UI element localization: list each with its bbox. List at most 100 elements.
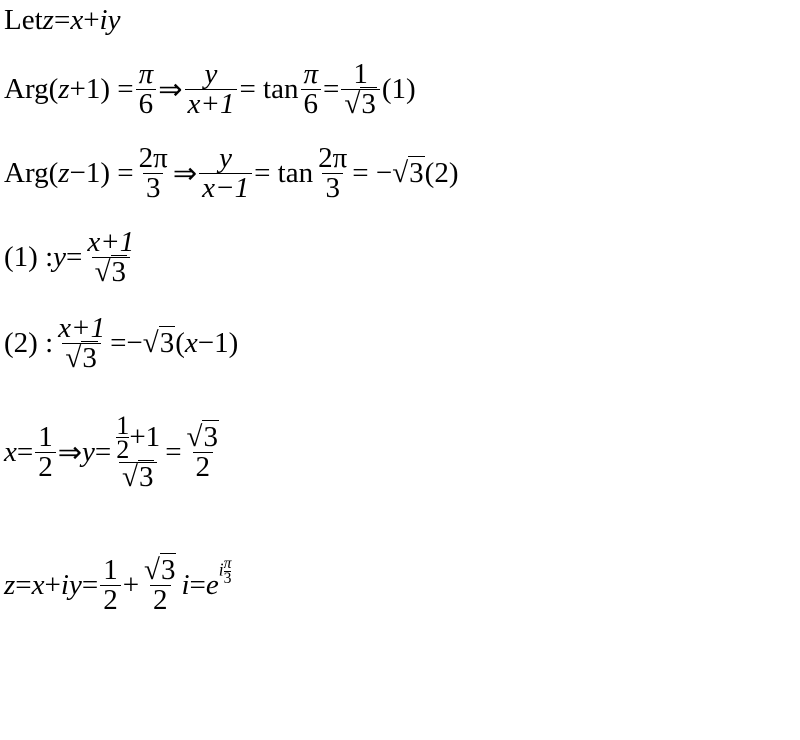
surd: √ <box>95 256 111 288</box>
frac-2pi3: 2π 3 <box>136 144 171 203</box>
subfrac: 1 2 <box>116 414 129 462</box>
rad: 3 <box>160 553 177 586</box>
e: e <box>206 569 219 602</box>
var-z: z <box>58 73 69 106</box>
den: √3 <box>341 89 379 119</box>
num: 2π <box>136 144 171 173</box>
frac: x+1 √3 <box>55 314 108 373</box>
line-4: (1) : y = x+1 √3 <box>4 228 139 287</box>
den: √3 <box>119 462 157 492</box>
rad: 3 <box>111 255 128 288</box>
num: 1 <box>100 556 121 585</box>
num: √3 <box>184 423 222 452</box>
p1: +1) = <box>70 73 134 106</box>
var-y: y <box>53 241 66 274</box>
var-z: z <box>43 4 54 37</box>
surd: √ <box>144 554 160 586</box>
text: Let <box>4 4 43 37</box>
arg: Arg( <box>4 157 58 190</box>
surd: √ <box>143 327 159 359</box>
den: 2 <box>35 452 56 482</box>
p: + <box>123 569 139 602</box>
pre: (1) : <box>4 241 53 274</box>
rad: 3 <box>360 87 377 120</box>
lp: ( <box>175 327 185 360</box>
plus: + <box>83 4 99 37</box>
num: √3 <box>141 556 179 585</box>
num: x+1 <box>84 228 137 257</box>
frac-sqrt3-2: √3 2 <box>141 556 179 615</box>
eq: =− <box>110 327 143 360</box>
eq: = <box>66 241 82 274</box>
den: 2 <box>193 452 214 482</box>
den: 6 <box>136 89 157 119</box>
var-x: x <box>70 4 83 37</box>
ed: 3 <box>224 571 232 586</box>
sqrt3: √3 <box>143 327 175 360</box>
num: 1 <box>350 60 371 89</box>
plus1: +1 <box>129 423 160 452</box>
line-5: (2) : x+1 √3 =− √3 ( x −1) <box>4 314 238 373</box>
frac-1sqrt3: 1 √3 <box>341 60 379 119</box>
den: x+1 <box>185 89 238 119</box>
plus: + <box>45 569 61 602</box>
eq3: = <box>165 436 181 469</box>
frac-half: 1 2 <box>100 556 121 615</box>
tag: (2) <box>425 157 459 190</box>
den: 6 <box>301 89 322 119</box>
eq3: = − <box>352 157 392 190</box>
den: 2 <box>150 585 171 615</box>
num: 1 <box>35 423 56 452</box>
surd: √ <box>392 157 408 189</box>
num: π <box>136 60 157 89</box>
en: π <box>224 557 232 571</box>
rad: 3 <box>159 326 176 359</box>
pre: (2) : <box>4 327 53 360</box>
var-x: x <box>185 327 198 360</box>
eq: = <box>17 436 33 469</box>
den: √3 <box>92 257 130 287</box>
surd: √ <box>122 461 138 493</box>
i: i <box>181 569 189 602</box>
frac-big: 1 2 +1 √3 <box>113 414 163 492</box>
sqrt3: √3 <box>392 157 424 190</box>
num: π <box>301 60 322 89</box>
line-1: Let z = x + iy <box>4 4 120 37</box>
surd: √ <box>187 421 203 453</box>
frac-sqrt3-2: √3 2 <box>184 423 222 482</box>
den: √3 <box>62 343 100 373</box>
m1: −1) = <box>70 157 134 190</box>
line-6: x = 1 2 ⇒ y = 1 2 +1 √3 = √3 2 <box>4 414 224 492</box>
num: x+1 <box>55 314 108 343</box>
frac-half: 1 2 <box>35 423 56 482</box>
num: 2π <box>315 144 350 173</box>
den: x−1 <box>199 173 252 203</box>
surd: √ <box>65 342 81 374</box>
line-3: Arg( z −1) = 2π 3 ⇒ y x−1 = tan 2π 3 = −… <box>4 144 459 203</box>
eq2: = tan <box>254 157 313 190</box>
sn: 1 <box>116 414 129 437</box>
eq2: = tan <box>239 73 298 106</box>
arg: Arg( <box>4 73 58 106</box>
imp: ⇒ <box>58 435 82 470</box>
exponent: i π 3 <box>219 557 232 586</box>
rad: 3 <box>138 460 155 493</box>
exp-frac: π 3 <box>224 557 232 586</box>
var-x: x <box>4 436 17 469</box>
var-x: x <box>32 569 45 602</box>
frac-yx1: y x+1 <box>185 60 238 119</box>
rad: 3 <box>81 341 98 374</box>
var-z: z <box>4 569 15 602</box>
var-y: y <box>82 436 95 469</box>
imp: ⇒ <box>173 156 197 191</box>
eq: = <box>15 569 31 602</box>
tag: (1) <box>382 73 416 106</box>
frac-pi6: π 6 <box>136 60 157 119</box>
den: 3 <box>143 173 164 203</box>
frac-yxm1: y x−1 <box>199 144 252 203</box>
var-iy: iy <box>61 569 82 602</box>
imp: ⇒ <box>158 72 182 107</box>
num: y <box>216 144 235 173</box>
rad: 3 <box>408 156 425 189</box>
surd: √ <box>344 88 360 120</box>
